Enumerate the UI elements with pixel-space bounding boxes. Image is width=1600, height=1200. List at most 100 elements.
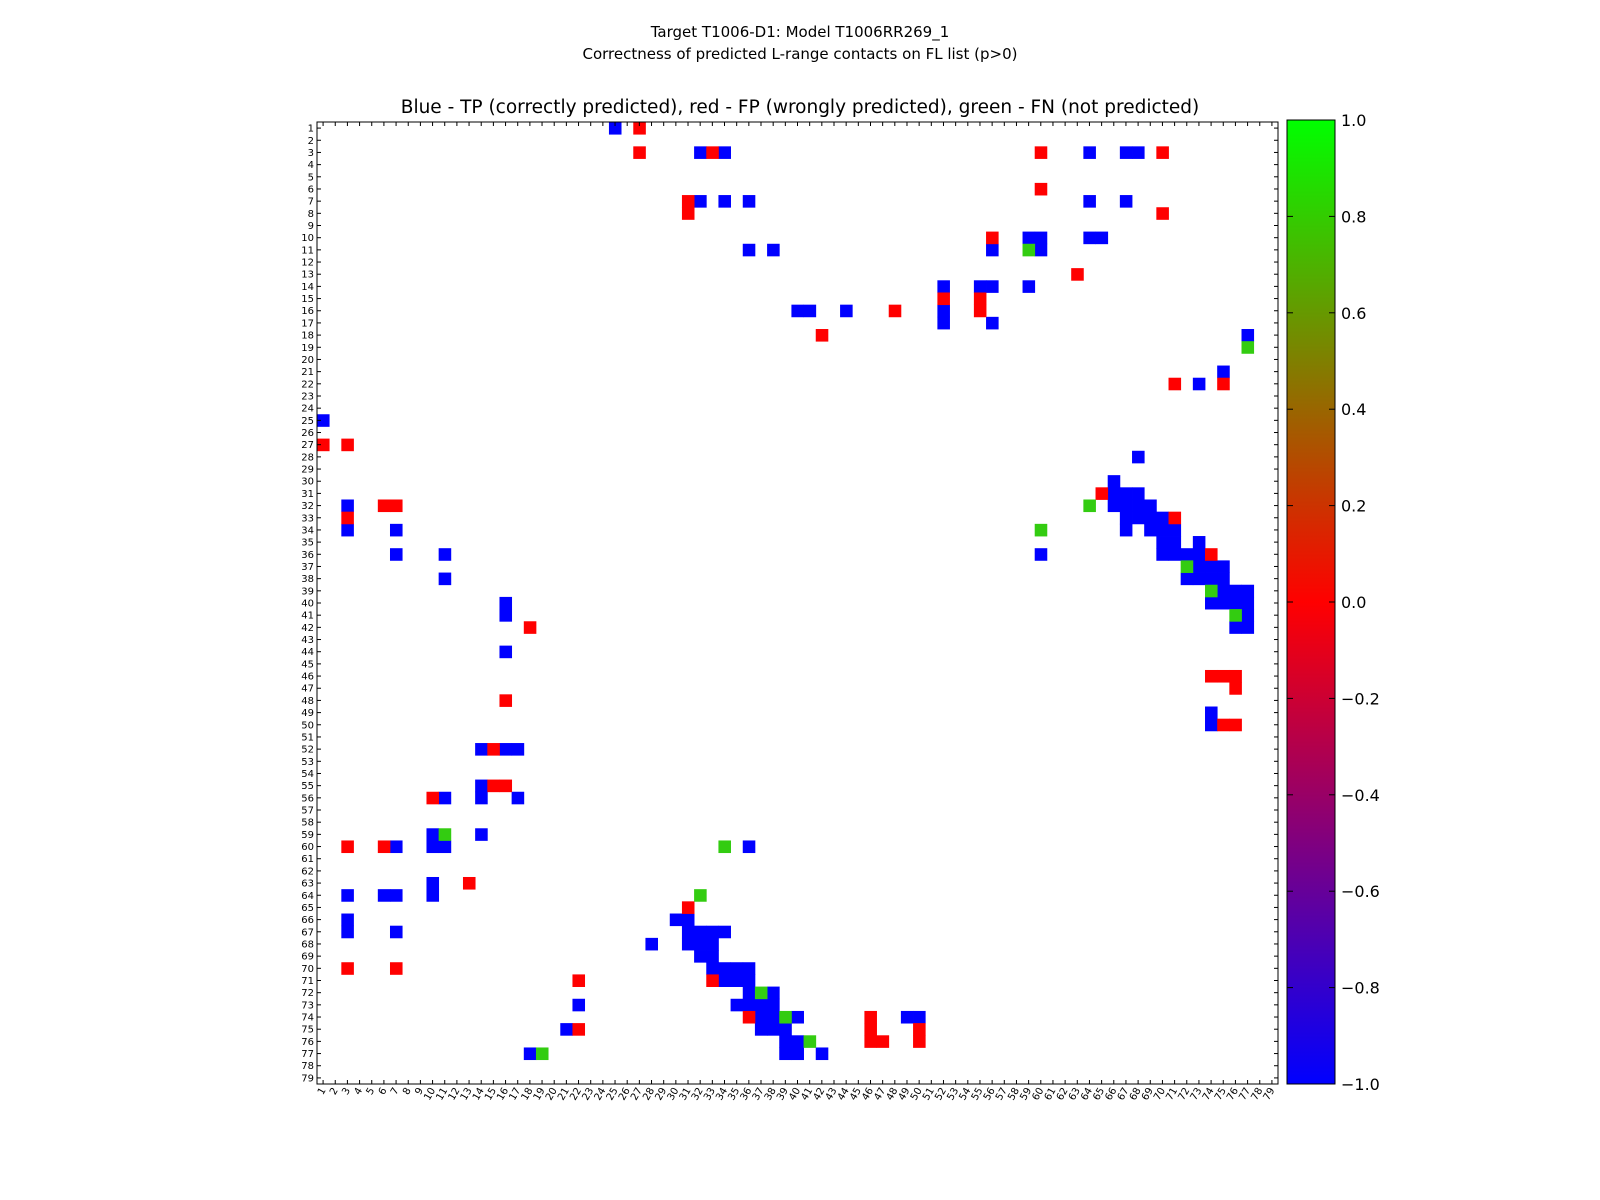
cell-tp-r74-c50 [913, 1010, 926, 1024]
y-tick-label: 4 [308, 160, 314, 171]
colorbar-gradient [1286, 119, 1336, 1085]
cell-fp-r3-c60 [1034, 146, 1048, 159]
cell-tp-r75-c37 [754, 1023, 768, 1036]
cell-tp-r70-c36 [742, 962, 756, 975]
cell-tp-r42-c76 [1229, 621, 1242, 634]
cell-tp-r40-c16 [499, 596, 513, 610]
y-tick-label: 71 [301, 976, 314, 987]
y-axis-tick-labels: 1234567891011121314151617181920212223242… [301, 124, 314, 1085]
cell-tp-r68-c31 [681, 937, 695, 951]
cell-tp-r17-c52 [937, 316, 950, 330]
y-tick-label: 16 [301, 306, 314, 317]
cell-fp-r33-c3 [341, 511, 354, 525]
cell-tp-r16-c44 [840, 304, 853, 318]
cell-tp-r14-c59 [1022, 280, 1036, 293]
cell-fp-r75-c50 [913, 1023, 926, 1036]
cell-fp-r50-c75 [1217, 718, 1230, 732]
cell-tp-r37-c74 [1205, 560, 1218, 573]
cell-fn-r64-c32 [694, 889, 707, 902]
y-tick-label: 24 [301, 404, 314, 415]
cell-tp-r59-c14 [475, 828, 488, 841]
cell-tp-r16-c40 [791, 304, 804, 318]
cell-tp-r66-c31 [681, 913, 695, 927]
cell-fp-r33-c71 [1168, 511, 1182, 525]
cell-tp-r70-c33 [706, 962, 719, 975]
cell-tp-r40-c75 [1217, 596, 1230, 610]
cell-tp-r35-c71 [1168, 536, 1182, 549]
y-tick-label: 75 [301, 1025, 314, 1036]
cell-tp-r77-c42 [815, 1047, 829, 1061]
y-tick-label: 26 [301, 428, 314, 439]
heatmap-plot-area: 1234567891011121314151617181920212223242… [301, 121, 1279, 1103]
cell-tp-r67-c33 [706, 925, 719, 939]
y-tick-label: 46 [301, 672, 314, 683]
y-tick-label: 69 [301, 952, 314, 963]
cell-tp-r38-c74 [1205, 572, 1218, 586]
cell-tp-r33-c69 [1144, 511, 1157, 525]
figure-title-line-1: Target T1006-D1: Model T1006RR269_1 [650, 23, 950, 42]
cell-tp-r69-c33 [706, 950, 719, 963]
cell-tp-r64-c10 [426, 889, 440, 902]
cell-fp-r15-c52 [937, 292, 950, 306]
cell-tp-r75-c21 [560, 1023, 573, 1036]
cell-tp-r55-c14 [475, 779, 488, 793]
cell-tp-r77-c39 [779, 1047, 792, 1061]
y-tick-label: 17 [301, 318, 314, 329]
colorbar-tick-label: −0.2 [1341, 689, 1380, 708]
cell-tp-r73-c36 [742, 998, 756, 1012]
y-tick-label: 27 [301, 440, 314, 451]
cell-tp-r3-c68 [1132, 146, 1145, 159]
cell-tp-r34-c7 [389, 523, 403, 537]
cell-tp-r34-c71 [1168, 523, 1182, 537]
x-tick-label: 1 [316, 1086, 329, 1097]
cell-tp-r66-c3 [341, 913, 354, 927]
cell-fp-r8-c70 [1156, 207, 1169, 220]
y-tick-label: 38 [301, 574, 314, 585]
cell-fp-r1-c27 [633, 122, 646, 135]
cell-tp-r73-c37 [754, 998, 768, 1012]
y-tick-label: 31 [301, 489, 314, 500]
x-tick-label: 2 [328, 1086, 341, 1097]
cell-tp-r68-c28 [645, 937, 658, 951]
cell-tp-r11-c56 [986, 243, 999, 257]
cell-tp-r40-c76 [1229, 596, 1242, 610]
figure-title: Target T1006-D1: Model T1006RR269_1 Corr… [583, 23, 1018, 63]
cell-tp-r36-c60 [1034, 548, 1048, 561]
y-tick-label: 21 [301, 367, 314, 378]
y-tick-label: 73 [301, 1000, 314, 1011]
cell-tp-r17-c56 [986, 316, 999, 330]
cell-tp-r11-c36 [742, 243, 756, 257]
cell-tp-r16-c41 [803, 304, 817, 318]
y-tick-label: 35 [301, 538, 314, 549]
y-tick-label: 59 [301, 830, 314, 841]
cell-fp-r46-c74 [1205, 669, 1218, 683]
cell-tp-r67-c31 [681, 925, 695, 939]
cell-tp-r71-c35 [730, 974, 744, 987]
colorbar-tick-label: −1.0 [1341, 1075, 1380, 1094]
y-tick-label: 51 [301, 732, 314, 743]
cell-tp-r39-c77 [1241, 584, 1255, 598]
cell-fp-r71-c33 [706, 974, 719, 987]
y-tick-label: 52 [301, 745, 314, 756]
cell-tp-r10-c65 [1095, 231, 1109, 245]
figure-title-line-2: Correctness of predicted L-range contact… [583, 45, 1018, 63]
colorbar-tick-label: 0.0 [1341, 593, 1366, 612]
cell-tp-r32-c67 [1119, 499, 1133, 513]
y-tick-label: 48 [301, 696, 314, 707]
colorbar-tick-label: 1.0 [1341, 111, 1366, 130]
cell-fn-r34-c60 [1034, 523, 1048, 537]
x-tick-label: 9 [413, 1086, 426, 1097]
cell-tp-r32-c66 [1107, 499, 1121, 513]
y-tick-label: 40 [301, 599, 314, 610]
cell-fp-r47-c76 [1229, 682, 1242, 695]
y-tick-label: 60 [301, 842, 314, 853]
cell-tp-r60-c10 [426, 840, 440, 854]
cell-tp-r25-c1 [317, 414, 330, 427]
cell-fp-r13-c63 [1071, 268, 1084, 281]
cell-tp-r16-c52 [937, 304, 950, 318]
cell-tp-r74-c49 [900, 1010, 914, 1024]
cell-fp-r60-c6 [377, 840, 391, 854]
cell-tp-r32-c68 [1132, 499, 1145, 513]
cell-fp-r18-c42 [815, 329, 829, 342]
cell-tp-r14-c56 [986, 280, 999, 293]
